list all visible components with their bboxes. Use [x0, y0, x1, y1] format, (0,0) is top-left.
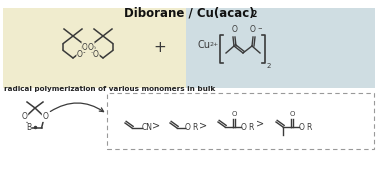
Text: O: O [22, 112, 28, 121]
Text: −: − [257, 25, 262, 30]
Text: O: O [88, 43, 94, 51]
Text: 2+: 2+ [210, 42, 219, 47]
Text: O: O [93, 50, 99, 59]
Text: CN: CN [142, 123, 153, 133]
Text: Cu: Cu [198, 40, 211, 50]
Text: O: O [250, 25, 256, 34]
Text: B: B [26, 123, 31, 132]
FancyBboxPatch shape [107, 93, 374, 149]
FancyArrowPatch shape [50, 103, 104, 112]
Text: O: O [77, 50, 83, 59]
Text: O: O [42, 112, 48, 121]
Text: B: B [90, 46, 96, 55]
Text: +: + [153, 40, 166, 55]
Text: >: > [152, 121, 160, 131]
Text: O: O [231, 111, 237, 117]
Text: O: O [241, 122, 247, 131]
Text: R: R [306, 122, 311, 131]
Bar [186, 8, 375, 88]
Text: >: > [256, 118, 264, 128]
Text: O: O [82, 43, 88, 51]
Text: 2: 2 [251, 10, 256, 19]
Text: O: O [185, 123, 191, 133]
Text: >: > [199, 121, 207, 131]
Bar [3, 8, 186, 88]
Text: O: O [299, 122, 305, 131]
Text: B: B [81, 46, 85, 55]
Text: 2: 2 [267, 63, 271, 69]
Text: O: O [232, 25, 238, 34]
Text: O: O [289, 111, 295, 117]
Text: radical polymerization of various monomers in bulk: radical polymerization of various monome… [4, 86, 215, 92]
Text: R: R [248, 122, 253, 131]
Text: R: R [192, 123, 197, 133]
Text: Diborane / Cu(acac): Diborane / Cu(acac) [124, 6, 254, 19]
